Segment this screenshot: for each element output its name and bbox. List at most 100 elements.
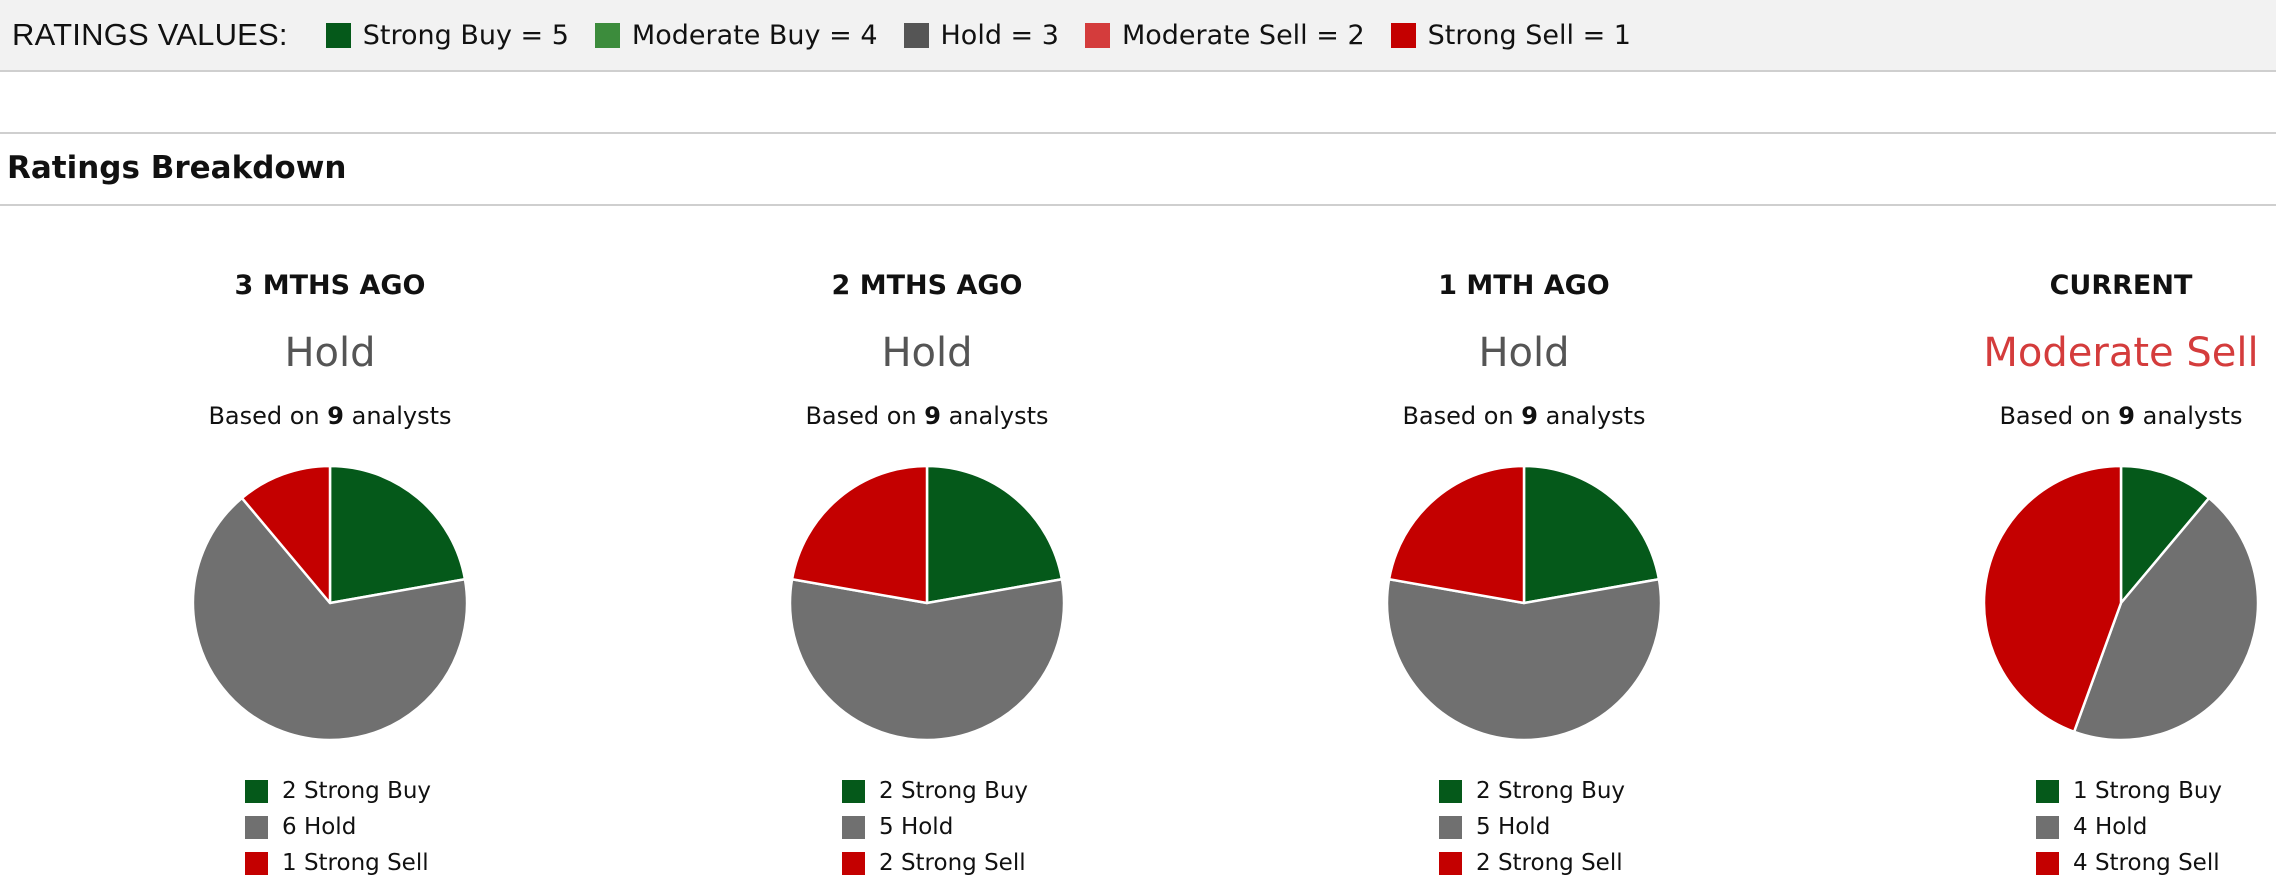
panel-consensus-rating: Hold [284,330,376,376]
pie-legend-item: 2 Strong Buy [842,773,1028,809]
legend-item-strong-buy: Strong Buy = 5 [325,19,569,51]
pie-legend-swatch [245,851,268,875]
panel-consensus-rating: Moderate Sell [1983,330,2259,376]
rating-panel-2-mths-ago: 2 MTHS AGO Hold Based on 9 analysts 2 Stron… [627,270,1227,884]
ratings-values-bar: RATINGS VALUES: Strong Buy = 5 Moderate … [0,0,2276,72]
divider [0,204,2276,206]
basis-prefix: Based on [1999,402,2111,430]
pie-legend-swatch [2036,851,2059,875]
legend-item-moderate-sell: Moderate Sell = 2 [1084,19,1365,51]
pie-svg [1385,464,1663,742]
rating-panel-current: CURRENT Moderate Sell Based on 9 analysts 1… [1821,270,2276,884]
pie-slice-hold[interactable] [2072,496,2260,742]
pie-slice-hold[interactable] [191,496,469,742]
pie-legend-item: 4 Hold [2036,809,2222,845]
pie-slice-strong-buy[interactable] [328,464,467,605]
legend-label-moderate-sell: Moderate Sell = 2 [1121,19,1365,51]
pie-slice-hold[interactable] [1385,577,1663,742]
panel-analyst-basis: Based on 9 analysts [627,402,1227,430]
analyst-count: 9 [2118,402,2135,430]
pie-legend: 2 Strong Buy 5 Hold 2 Strong Sell [1439,773,1625,881]
pie-legend-item: 5 Hold [842,809,1028,845]
legend-swatch-moderate-buy [594,22,620,48]
panel-period-title: 2 MTHS AGO [831,270,1023,301]
pie-legend-item: 6 Hold [245,809,431,845]
pie-legend-label: 1 Strong Buy [2073,778,2223,804]
legend-label-moderate-buy: Moderate Buy = 4 [631,19,878,51]
legend-swatch-hold [903,22,929,48]
pie-chart-3-mths-ago [190,463,470,743]
pie-legend-swatch [2036,815,2059,839]
legend-label-strong-buy: Strong Buy = 5 [362,19,569,51]
panel-consensus-rating: Hold [1478,330,1570,376]
pie-legend-swatch [245,779,268,803]
pie-legend-swatch [2036,779,2059,803]
pie-legend: 2 Strong Buy 5 Hold 2 Strong Sell [842,773,1028,881]
analyst-count: 9 [924,402,941,430]
legend-label-strong-sell: Strong Sell = 1 [1427,19,1631,51]
pie-slice-strong-buy[interactable] [2119,464,2211,605]
basis-prefix: Based on [805,402,917,430]
legend-item-strong-sell: Strong Sell = 1 [1390,19,1631,51]
pie-legend-label: 5 Hold [879,814,954,840]
pie-legend: 1 Strong Buy 4 Hold 4 Strong Sell [2036,773,2222,881]
ratings-values-title: RATINGS VALUES: [12,17,288,52]
pie-legend-swatch [1439,851,1462,875]
panel-analyst-basis: Based on 9 analysts [1821,402,2276,430]
basis-suffix: analysts [948,402,1049,430]
section-title: Ratings Breakdown [7,150,347,186]
pie-legend-item: 5 Hold [1439,809,1625,845]
divider [0,132,2276,134]
rating-panel-1-mth-ago: 1 MTH AGO Hold Based on 9 analysts 2 Strong… [1224,270,1824,884]
panel-period-title: 3 MTHS AGO [234,270,426,301]
pie-legend-label: 2 Strong Buy [282,778,432,804]
panel-analyst-basis: Based on 9 analysts [1224,402,1824,430]
panel-consensus-rating: Hold [881,330,973,376]
basis-suffix: analysts [351,402,452,430]
legend-label-hold: Hold = 3 [940,19,1059,51]
pie-slice-strong-sell[interactable] [1982,464,2123,733]
pie-legend-item: 1 Strong Buy [2036,773,2222,809]
basis-prefix: Based on [1402,402,1514,430]
rating-panel-3-mths-ago: 3 MTHS AGO Hold Based on 9 analysts 2 Stron… [30,270,630,884]
pie-slice-strong-sell[interactable] [240,464,332,605]
pie-legend-swatch [842,815,865,839]
pie-slice-strong-sell[interactable] [1387,464,1526,605]
pie-legend-item: 4 Strong Sell [2036,845,2222,881]
pie-chart-2-mths-ago [787,463,1067,743]
legend-swatch-moderate-sell [1084,22,1110,48]
pie-legend-label: 2 Strong Buy [879,778,1029,804]
pie-legend: 2 Strong Buy 6 Hold 1 Strong Sell [245,773,431,881]
pie-legend-label: 1 Strong Sell [282,850,429,876]
analyst-count: 9 [1521,402,1538,430]
pie-legend-label: 4 Strong Sell [2073,850,2220,876]
pie-legend-label: 5 Hold [1476,814,1551,840]
pie-svg [191,464,469,742]
pie-legend-item: 2 Strong Buy [245,773,431,809]
pie-legend-label: 2 Strong Buy [1476,778,1626,804]
pie-legend-label: 2 Strong Sell [1476,850,1623,876]
pie-slice-strong-buy[interactable] [1522,464,1661,605]
pie-legend-swatch [1439,815,1462,839]
pie-legend-swatch [842,851,865,875]
basis-prefix: Based on [208,402,320,430]
pie-legend-item: 2 Strong Buy [1439,773,1625,809]
pie-legend-swatch [842,779,865,803]
pie-legend-item: 1 Strong Sell [245,845,431,881]
analyst-count: 9 [327,402,344,430]
pie-legend-label: 4 Hold [2073,814,2148,840]
pie-slice-hold[interactable] [788,577,1066,742]
pie-slice-strong-buy[interactable] [925,464,1064,605]
legend-swatch-strong-buy [325,22,351,48]
pie-chart-1-mth-ago [1384,463,1664,743]
basis-suffix: analysts [1545,402,1646,430]
panel-period-title: CURRENT [2049,270,2193,301]
pie-legend-item: 2 Strong Sell [842,845,1028,881]
panel-analyst-basis: Based on 9 analysts [30,402,630,430]
pie-slice-strong-sell[interactable] [790,464,929,605]
pie-legend-label: 2 Strong Sell [879,850,1026,876]
legend-swatch-strong-sell [1390,22,1416,48]
pie-legend-swatch [1439,779,1462,803]
legend-item-hold: Hold = 3 [903,19,1059,51]
pie-legend-label: 6 Hold [282,814,357,840]
